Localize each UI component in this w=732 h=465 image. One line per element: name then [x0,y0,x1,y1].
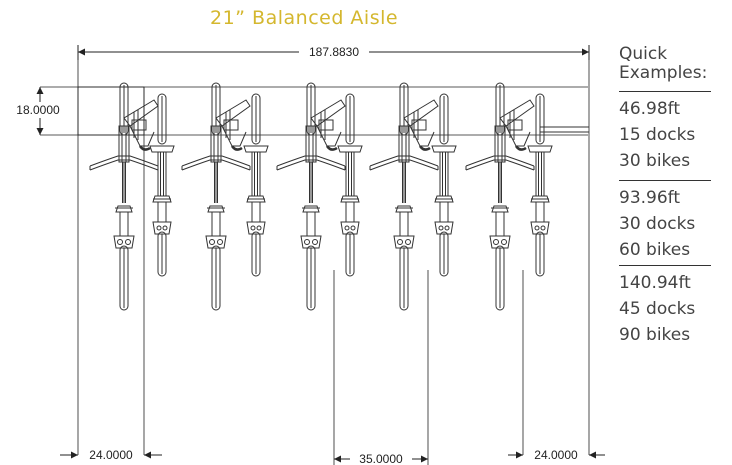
example-group-2: 93.96ft 30 docks 60 bikes [619,180,711,263]
example-length: 46.98ft [619,99,681,119]
spacing-label: 35.0000 [359,452,403,465]
example-docks: 30 docks [619,214,696,234]
bike-pair-2 [181,82,269,311]
total-width-dimension: 187.8830 [77,44,590,60]
rack-rail [540,126,589,133]
left-end-label: 24.0000 [89,448,133,462]
example-group-3: 140.94ft 45 docks 90 bikes [619,265,711,348]
examples-heading-line1: Quick [619,44,668,64]
depth-label: 18.0000 [16,103,60,117]
example-docks: 15 docks [619,125,696,145]
bike-pair-1 [89,82,175,311]
example-docks: 45 docks [619,299,696,319]
bike-pair-5 [465,82,553,311]
left-end-dimension: 24.0000 [60,448,162,462]
example-bikes: 90 bikes [619,325,691,345]
examples-heading-line2: Examples: [619,63,708,83]
right-end-label: 24.0000 [534,448,578,462]
example-bikes: 30 bikes [619,151,691,171]
example-bikes: 60 bikes [619,240,691,260]
depth-dimension: 18.0000 [8,86,588,136]
example-length: 93.96ft [619,188,681,208]
total-width-label: 187.8830 [309,45,359,59]
bike-pair-4 [369,82,457,311]
example-length: 140.94ft [619,273,691,293]
right-end-dimension: 24.0000 [508,448,605,462]
page-title: 21” Balanced Aisle [210,7,399,29]
example-group-1: 46.98ft 15 docks 30 bikes [619,91,711,174]
bike-pair-3 [276,82,363,311]
quick-examples-panel: Quick Examples: 46.98ft 15 docks 30 bike… [619,45,711,348]
spacing-dimension: 35.0000 [334,452,428,465]
